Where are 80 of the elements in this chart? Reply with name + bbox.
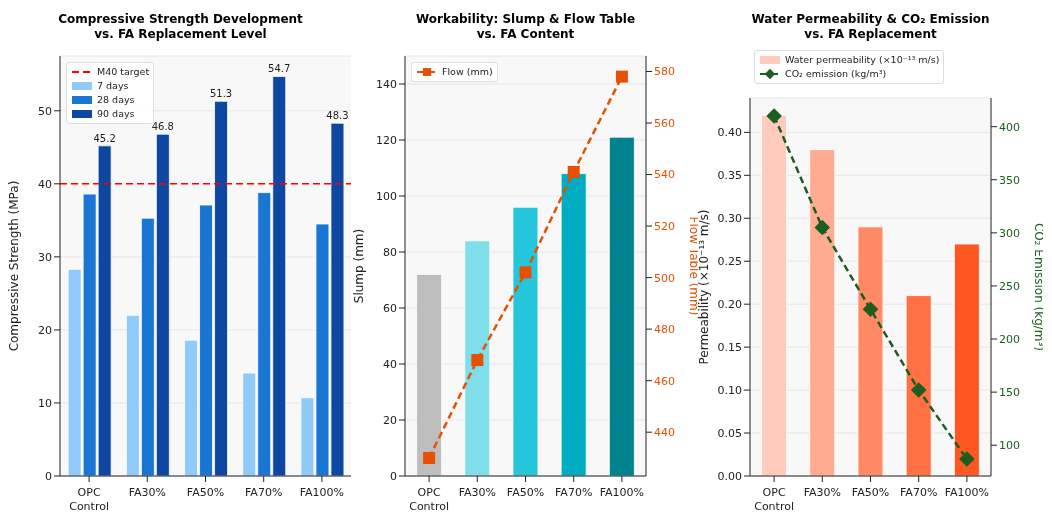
y2-tick-label: 200 bbox=[999, 332, 1020, 346]
x-tick-label: OPC Control bbox=[754, 486, 794, 513]
y-tick-label: 0.35 bbox=[717, 169, 742, 183]
data-label: 48.3 bbox=[326, 110, 349, 122]
y2-tick-label: 460 bbox=[654, 374, 675, 388]
x-tick-label: FA100% bbox=[599, 486, 645, 499]
y-tick-label: 120 bbox=[376, 133, 397, 147]
x-tick-label: FA30% bbox=[803, 486, 841, 499]
chart-title: Water Permeability & CO₂ Emission vs. FA Replacement bbox=[750, 11, 991, 43]
point bbox=[766, 108, 782, 124]
x-tick-label: OPC Control bbox=[409, 486, 449, 513]
y-tick-label: 0.05 bbox=[717, 426, 742, 440]
x-tick-label: FA100% bbox=[944, 486, 990, 499]
point bbox=[910, 382, 927, 398]
y-tick-label: 140 bbox=[376, 77, 397, 91]
point bbox=[862, 301, 879, 318]
y-tick-label: 40 bbox=[38, 177, 52, 191]
x-tick-label: FA70% bbox=[900, 486, 938, 499]
y-axis-title: Compressive Strength (MPa) bbox=[7, 180, 21, 352]
y-tick-label: 10 bbox=[38, 396, 52, 410]
data-label: 46.8 bbox=[151, 121, 174, 133]
point bbox=[814, 219, 831, 236]
y-tick-label: 0.25 bbox=[717, 255, 742, 269]
y2-tick-label: 250 bbox=[999, 279, 1020, 293]
legend-label: 90 days bbox=[97, 107, 135, 121]
y-tick-label: 30 bbox=[38, 250, 52, 264]
y-tick-label: 0.40 bbox=[717, 126, 742, 140]
y-tick-label: 0.30 bbox=[717, 212, 742, 226]
legend-label: CO₂ emission (kg/m³) bbox=[785, 67, 887, 81]
data-label: 51.3 bbox=[209, 88, 233, 100]
point bbox=[567, 165, 580, 178]
y2-tick-label: 100 bbox=[999, 439, 1020, 453]
x-tick-label: OPC Control bbox=[69, 486, 109, 513]
y2-tick-label: 500 bbox=[654, 271, 675, 285]
data-label: 54.7 bbox=[268, 63, 291, 75]
x-tick-label: FA70% bbox=[555, 486, 593, 499]
y-tick-label: 80 bbox=[383, 245, 397, 259]
y-tick-label: 100 bbox=[376, 189, 397, 203]
y2-tick-label: 580 bbox=[654, 65, 675, 79]
legend-label: 7 days bbox=[97, 79, 129, 93]
legend-label: 28 days bbox=[97, 93, 135, 107]
y2-tick-label: 400 bbox=[999, 120, 1020, 134]
x-tick-label: FA50% bbox=[506, 486, 545, 499]
point bbox=[423, 451, 436, 464]
x-tick-label: FA70% bbox=[245, 486, 283, 499]
y2-tick-label: 520 bbox=[654, 219, 675, 233]
y-tick-label: 0 bbox=[390, 469, 397, 483]
y-tick-label: 0.10 bbox=[717, 384, 742, 397]
data-label: 45.2 bbox=[93, 132, 116, 144]
x-tick-label: FA50% bbox=[186, 486, 225, 499]
y2-tick-label: 440 bbox=[654, 426, 675, 440]
y2-tick-label: 300 bbox=[999, 226, 1020, 240]
y2-tick-label: 540 bbox=[654, 168, 675, 182]
y-tick-label: 0.00 bbox=[717, 469, 742, 483]
y-tick-label: 50 bbox=[38, 104, 52, 118]
y2-tick-label: 150 bbox=[999, 386, 1020, 400]
x-tick-label: FA30% bbox=[458, 486, 496, 499]
point bbox=[519, 266, 532, 279]
point bbox=[615, 70, 628, 83]
point bbox=[471, 354, 484, 367]
point bbox=[959, 451, 975, 467]
y-tick-label: 0.15 bbox=[717, 341, 742, 355]
chart-title: Workability: Slump & Flow Table vs. FA Content bbox=[414, 11, 637, 43]
legend-label: Water permeability (×10⁻¹³ m/s) bbox=[785, 53, 940, 67]
y-tick-label: 0.20 bbox=[717, 298, 742, 312]
y2-tick-label: 350 bbox=[999, 173, 1020, 187]
y-tick-label: 60 bbox=[383, 301, 397, 315]
y-tick-label: 20 bbox=[38, 323, 52, 337]
x-tick-label: FA30% bbox=[128, 486, 166, 499]
x-tick-label: FA50% bbox=[851, 486, 890, 499]
y-tick-label: 20 bbox=[383, 413, 397, 427]
y2-tick-label: 560 bbox=[654, 116, 675, 130]
chart-title: Compressive Strength Development vs. FA Replacement Level bbox=[57, 11, 304, 43]
legend-label: M40 target bbox=[97, 65, 150, 79]
legend-label: Flow (mm) bbox=[442, 65, 493, 79]
y-tick-label: 40 bbox=[383, 357, 397, 371]
x-tick-label: FA100% bbox=[299, 486, 345, 499]
y-tick-label: 0 bbox=[45, 469, 52, 483]
y-axis-title: Slump (mm) bbox=[352, 228, 366, 304]
y2-tick-label: 480 bbox=[654, 323, 675, 337]
